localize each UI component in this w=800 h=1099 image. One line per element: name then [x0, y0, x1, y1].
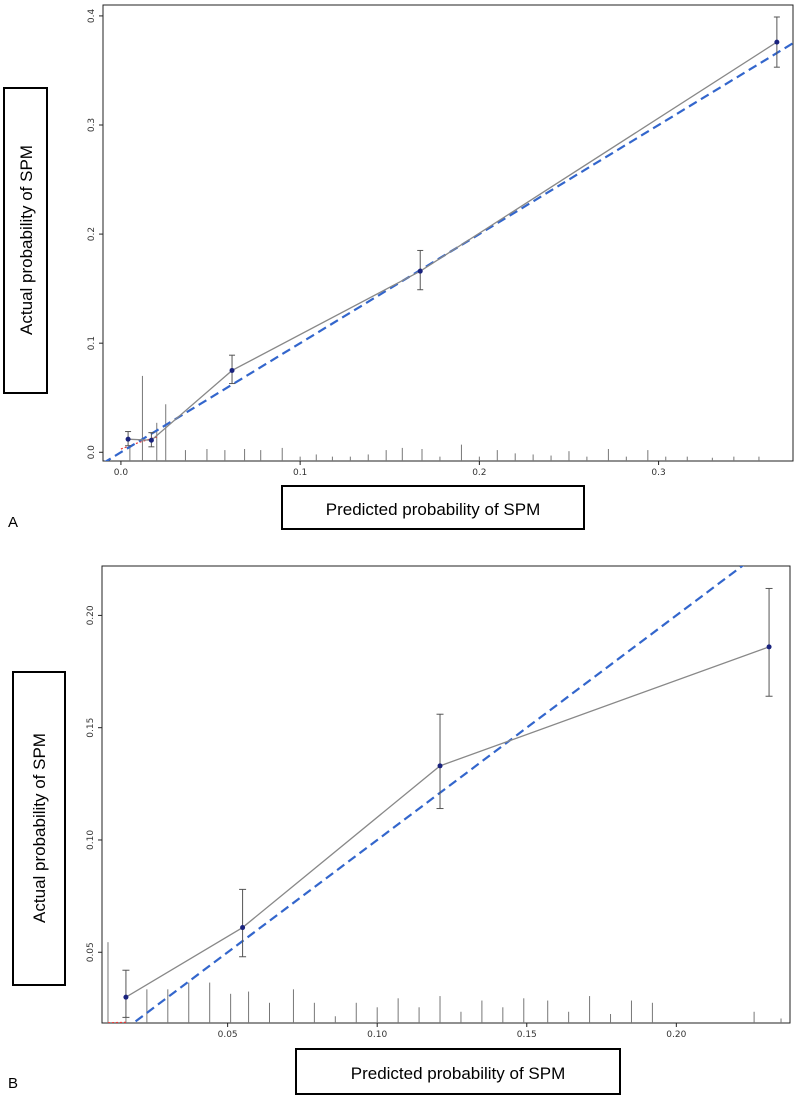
y-axis-label-box-b: Actual probability of SPM	[12, 671, 66, 986]
x-axis-label-a: Predicted probability of SPM	[326, 500, 541, 519]
y-tick-label-a: 0.3	[87, 118, 97, 132]
x-axis-label-box-b: Predicted probability of SPM	[295, 1048, 621, 1095]
y-axis-label-b: Actual probability of SPM	[30, 733, 49, 923]
observed-line-a	[128, 41, 778, 441]
ideal-line-a	[104, 42, 793, 461]
data-point-b	[766, 644, 772, 650]
error-bar-b	[239, 888, 247, 958]
ideal-line-b	[131, 566, 744, 1023]
data-point-b	[240, 925, 246, 931]
y-axis-label-box-a: Actual probability of SPM	[3, 87, 48, 394]
plot-frame-a	[102, 4, 794, 462]
error-bar-b	[765, 587, 773, 697]
data-point-b	[437, 763, 443, 769]
y-tick-label-b: 0.05	[86, 942, 96, 962]
y-tick-label-a: 0.4	[87, 8, 97, 23]
x-tick-label-b: 0.05	[218, 1030, 238, 1040]
observed-line-b	[125, 646, 770, 998]
x-axis-label-b: Predicted probability of SPM	[351, 1064, 566, 1083]
x-axis-label-box-a: Predicted probability of SPM	[281, 485, 585, 530]
x-tick-label-b: 0.20	[666, 1030, 686, 1040]
y-tick-label-a: 0.2	[87, 227, 97, 241]
y-tick-label-a: 0.0	[87, 445, 97, 460]
data-point-a	[774, 39, 780, 45]
calibration-chart-a: 0.0 0.1 0.2 0.3 0.0 0.1 0.2 0.3 0.4 Predicted pr…	[3, 4, 794, 531]
plot-content-b	[107, 566, 782, 1023]
x-tick-label-a: 0.3	[651, 468, 665, 478]
y-tick-label-b: 0.10	[86, 830, 96, 850]
plot-area-b: 0.05 0.10 0.15 0.20 0.05 0.10 0.15 0.20	[86, 565, 791, 1040]
plot-content-a	[104, 16, 793, 461]
data-point-a	[229, 367, 235, 373]
panel-letter-a: A	[8, 514, 18, 531]
x-tick-label-a: 0.0	[114, 468, 129, 478]
data-point-a	[417, 268, 423, 274]
calibration-chart-b: 0.05 0.10 0.15 0.20 0.05 0.10 0.15 0.20 Predict…	[8, 565, 791, 1095]
x-tick-label-a: 0.1	[293, 468, 307, 478]
plot-frame-b	[101, 565, 791, 1024]
x-tick-label-b: 0.10	[367, 1030, 387, 1040]
data-point-b	[123, 994, 129, 1000]
data-point-a	[125, 436, 131, 442]
y-tick-label-b: 0.20	[86, 605, 96, 625]
x-tick-label-b: 0.15	[517, 1030, 537, 1040]
y-tick-label-b: 0.15	[86, 718, 96, 738]
y-axis-label-a: Actual probability of SPM	[17, 145, 36, 335]
error-bar-b	[436, 713, 444, 810]
error-bar-b	[122, 969, 130, 1018]
x-tick-label-a: 0.2	[472, 468, 486, 478]
data-point-a	[148, 437, 154, 443]
y-tick-label-a: 0.1	[87, 336, 97, 350]
plot-area-a: 0.0 0.1 0.2 0.3 0.0 0.1 0.2 0.3 0.4	[87, 4, 794, 478]
panel-letter-b: B	[8, 1075, 18, 1092]
